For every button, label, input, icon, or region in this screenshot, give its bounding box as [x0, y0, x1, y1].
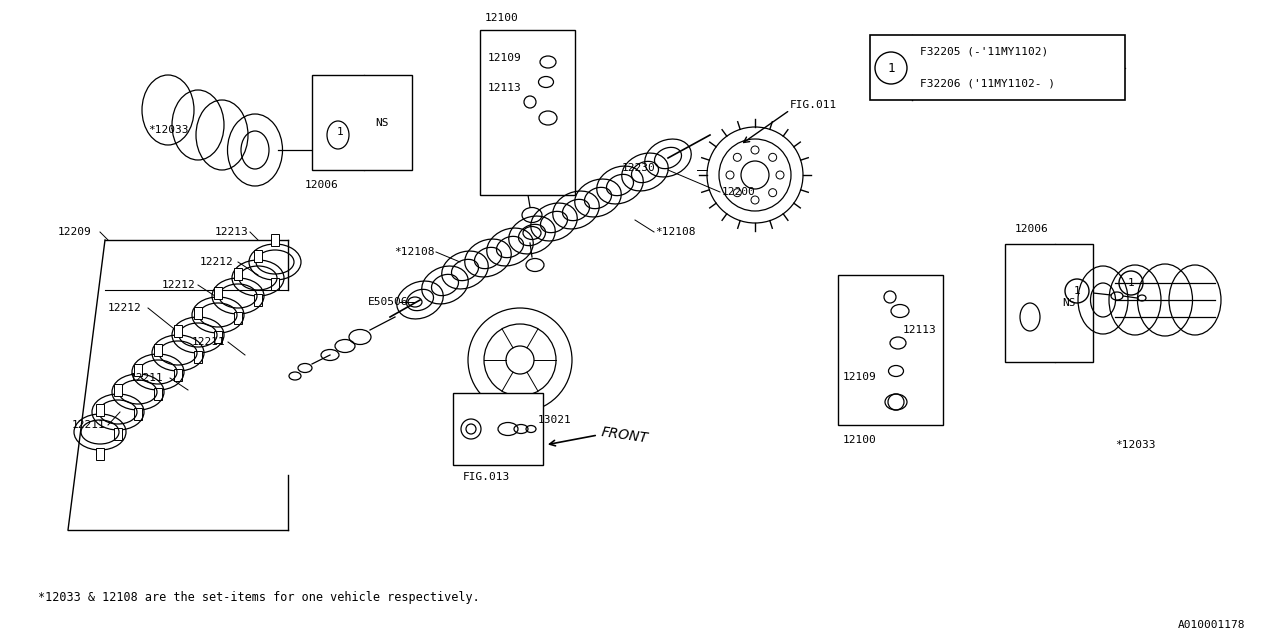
- Text: 12230: 12230: [621, 163, 655, 173]
- Text: FRONT: FRONT: [600, 425, 649, 445]
- Bar: [134, 364, 142, 376]
- Text: *12033: *12033: [1115, 440, 1156, 450]
- Bar: [174, 325, 182, 337]
- Bar: [134, 408, 142, 420]
- Text: 1: 1: [1074, 286, 1080, 296]
- Text: 12211: 12211: [192, 337, 225, 347]
- Bar: [253, 250, 262, 262]
- Bar: [214, 331, 221, 343]
- Text: 12200: 12200: [722, 187, 755, 197]
- Text: *12033 & 12108 are the set-items for one vehicle respectively.: *12033 & 12108 are the set-items for one…: [38, 591, 480, 605]
- Bar: [312, 75, 412, 170]
- Text: 12212: 12212: [200, 257, 234, 267]
- Text: F32205 (-'11MY1102): F32205 (-'11MY1102): [920, 46, 1048, 56]
- Text: 12209: 12209: [58, 227, 92, 237]
- Text: FIG.011: FIG.011: [790, 100, 837, 110]
- Bar: [96, 448, 104, 460]
- Text: 1: 1: [1128, 278, 1134, 288]
- Bar: [174, 369, 182, 381]
- Text: 12113: 12113: [488, 83, 522, 93]
- Text: E50506: E50506: [369, 297, 408, 307]
- Bar: [1005, 244, 1093, 362]
- Bar: [114, 428, 122, 440]
- Bar: [234, 312, 242, 324]
- Bar: [838, 275, 943, 425]
- Text: A010001178: A010001178: [1178, 620, 1245, 630]
- Text: FIG.013: FIG.013: [463, 472, 511, 482]
- Text: 1: 1: [337, 127, 343, 137]
- Text: F32206 ('11MY1102- ): F32206 ('11MY1102- ): [920, 79, 1055, 89]
- Bar: [195, 351, 202, 363]
- Text: 12212: 12212: [163, 280, 196, 290]
- Text: *12108: *12108: [655, 227, 695, 237]
- Text: 13021: 13021: [538, 415, 572, 425]
- Text: 12211: 12211: [131, 373, 164, 383]
- Bar: [453, 393, 543, 465]
- Bar: [870, 35, 1125, 100]
- Bar: [154, 388, 163, 400]
- Bar: [480, 30, 575, 195]
- Bar: [214, 287, 221, 299]
- Text: 12109: 12109: [844, 372, 877, 382]
- Text: 12109: 12109: [488, 53, 522, 63]
- Bar: [114, 384, 122, 396]
- Bar: [96, 404, 104, 416]
- Text: 12006: 12006: [305, 180, 339, 190]
- Bar: [195, 307, 202, 319]
- Text: 12212: 12212: [108, 303, 142, 313]
- Text: 12213: 12213: [215, 227, 248, 237]
- Text: 12100: 12100: [485, 13, 518, 23]
- Text: NS: NS: [1062, 298, 1075, 308]
- Text: 12113: 12113: [902, 325, 937, 335]
- Text: 1: 1: [887, 61, 895, 74]
- Bar: [253, 294, 262, 306]
- Bar: [271, 234, 279, 246]
- Text: 12211: 12211: [72, 420, 106, 430]
- Bar: [234, 268, 242, 280]
- Text: 12006: 12006: [1015, 224, 1048, 234]
- Text: 12100: 12100: [844, 435, 877, 445]
- Bar: [154, 344, 163, 356]
- Text: NS: NS: [375, 118, 389, 128]
- Text: *12108: *12108: [394, 247, 435, 257]
- Bar: [271, 278, 279, 290]
- Text: *12033: *12033: [148, 125, 188, 135]
